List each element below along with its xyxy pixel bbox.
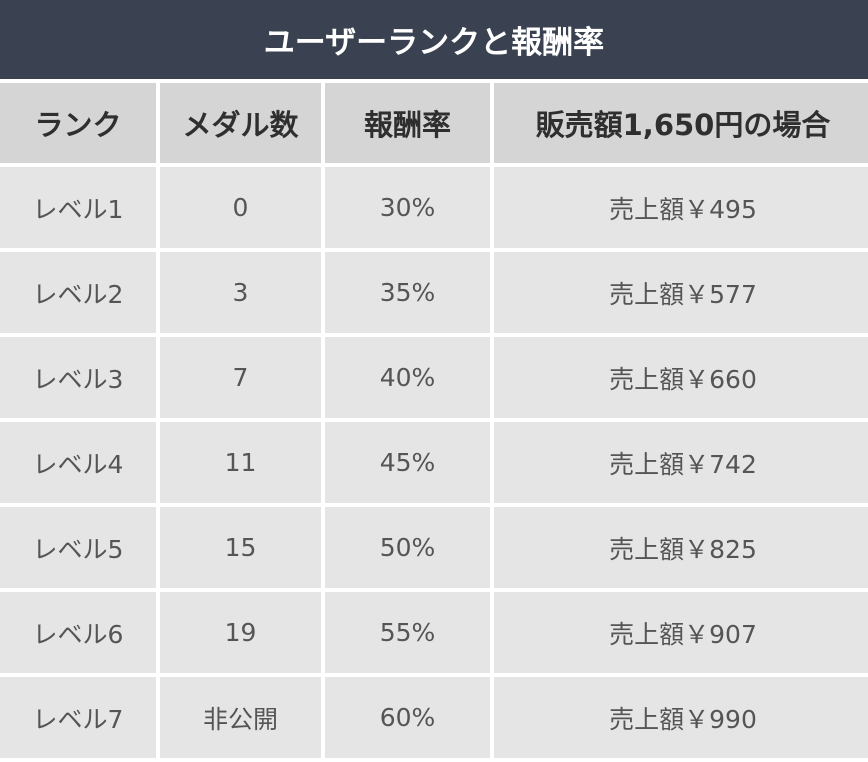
cell-rate: 55% [325, 592, 490, 673]
table-row: レベル5 15 50% 売上額￥825 [0, 507, 868, 588]
cell-rank: レベル1 [0, 167, 156, 248]
cell-medals: 19 [160, 592, 321, 673]
cell-medals: 0 [160, 167, 321, 248]
user-rank-table: ランク メダル数 報酬率 販売額1,650円の場合 レベル1 0 30% 売上額… [0, 79, 868, 762]
cell-rank: レベル7 [0, 677, 156, 758]
column-header-medals: メダル数 [160, 83, 321, 163]
cell-amount: 売上額￥990 [494, 677, 868, 758]
cell-medals: 3 [160, 252, 321, 333]
cell-rate: 45% [325, 422, 490, 503]
table-row: レベル1 0 30% 売上額￥495 [0, 167, 868, 248]
column-header-rank: ランク [0, 83, 156, 163]
table-row: レベル3 7 40% 売上額￥660 [0, 337, 868, 418]
cell-amount: 売上額￥825 [494, 507, 868, 588]
column-header-amount: 販売額1,650円の場合 [494, 83, 868, 163]
cell-medals: 15 [160, 507, 321, 588]
cell-rank: レベル2 [0, 252, 156, 333]
cell-rate: 35% [325, 252, 490, 333]
table-title-bar: ユーザーランクと報酬率 [0, 0, 868, 79]
cell-amount: 売上額￥495 [494, 167, 868, 248]
cell-amount: 売上額￥577 [494, 252, 868, 333]
cell-medals: 11 [160, 422, 321, 503]
cell-amount: 売上額￥742 [494, 422, 868, 503]
table-header-row: ランク メダル数 報酬率 販売額1,650円の場合 [0, 83, 868, 163]
cell-rate: 40% [325, 337, 490, 418]
cell-amount: 売上額￥907 [494, 592, 868, 673]
cell-rate: 60% [325, 677, 490, 758]
table-row: レベル6 19 55% 売上額￥907 [0, 592, 868, 673]
cell-rate: 50% [325, 507, 490, 588]
cell-medals: 7 [160, 337, 321, 418]
table-row: レベル4 11 45% 売上額￥742 [0, 422, 868, 503]
cell-rate: 30% [325, 167, 490, 248]
table-row: レベル7 非公開 60% 売上額￥990 [0, 677, 868, 758]
cell-medals: 非公開 [160, 677, 321, 758]
cell-rank: レベル3 [0, 337, 156, 418]
table-row: レベル2 3 35% 売上額￥577 [0, 252, 868, 333]
cell-amount: 売上額￥660 [494, 337, 868, 418]
cell-rank: レベル5 [0, 507, 156, 588]
cell-rank: レベル4 [0, 422, 156, 503]
column-header-rate: 報酬率 [325, 83, 490, 163]
table-title: ユーザーランクと報酬率 [263, 25, 605, 61]
cell-rank: レベル6 [0, 592, 156, 673]
